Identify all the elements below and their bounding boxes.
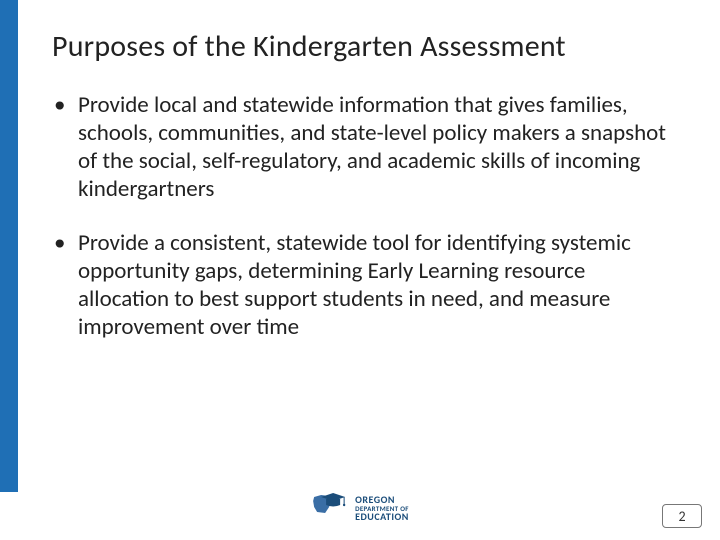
slide-title: Purposes of the Kindergarten Assessment	[52, 28, 674, 65]
oregon-education-logo-icon	[311, 491, 347, 526]
page-number: 2	[662, 504, 702, 528]
list-item: Provide a consistent, statewide tool for…	[52, 229, 674, 341]
logo-line-3: EDUCATION	[355, 512, 409, 522]
bullet-list: Provide local and statewide information …	[52, 91, 674, 341]
list-item: Provide local and statewide information …	[52, 91, 674, 203]
logo-text: OREGON DEPARTMENT OF EDUCATION	[355, 495, 409, 522]
slide-content: Purposes of the Kindergarten Assessment …	[0, 0, 720, 540]
page-number-value: 2	[678, 508, 685, 525]
footer-logo: OREGON DEPARTMENT OF EDUCATION	[311, 491, 409, 526]
